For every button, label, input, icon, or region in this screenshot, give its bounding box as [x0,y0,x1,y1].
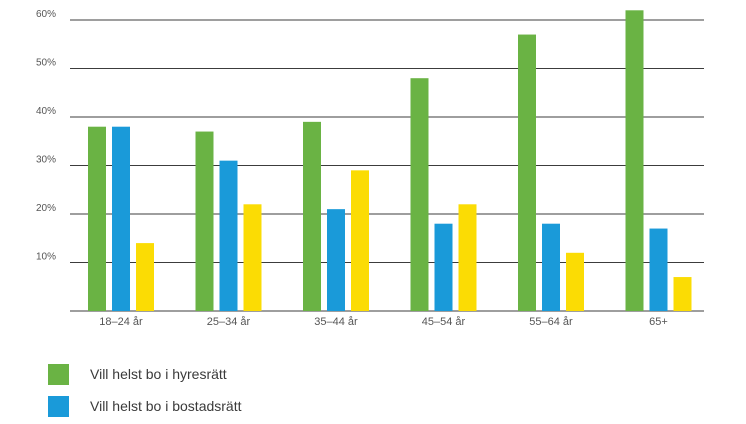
x-tick-label: 55–64 år [529,316,573,328]
bar [410,78,429,311]
bar [136,243,154,311]
bar [434,223,453,311]
bar [542,223,560,311]
y-tick-label: 40% [36,106,56,117]
legend-swatch-hyresratt [48,363,69,385]
bar [625,10,644,312]
legend: Vill helst bo i hyresrätt Vill helst bo … [48,358,242,422]
bar [566,252,584,311]
bar [518,34,536,312]
legend-swatch-bostadsratt [48,395,69,417]
legend-label-bostadsratt: Vill helst bo i bostadsrätt [90,398,242,414]
x-tick-label: 45–54 år [422,316,466,328]
y-tick-label: 30% [36,155,56,166]
bar [219,160,238,311]
legend-item-bostadsratt: Vill helst bo i bostadsrätt [48,390,242,422]
legend-item-hyresratt: Vill helst bo i hyresrätt [48,358,242,390]
legend-label-hyresratt: Vill helst bo i hyresrätt [90,366,227,382]
bar [649,228,668,311]
y-tick-label: 50% [36,58,56,69]
bar [327,209,345,311]
y-tick-label: 20% [36,203,56,214]
bar [112,126,130,311]
y-tick-label: 10% [36,252,56,263]
x-tick-label: 25–34 år [207,316,251,328]
bar [673,277,692,311]
x-tick-label: 35–44 år [314,316,358,328]
bar [458,204,477,311]
x-tick-label: 65+ [649,316,668,328]
bar [243,204,262,311]
x-tick-label: 18–24 år [99,316,143,328]
bar [195,131,214,311]
bar [88,126,106,311]
bar [303,121,321,311]
bar [351,170,369,311]
y-tick-label: 60% [36,9,56,20]
